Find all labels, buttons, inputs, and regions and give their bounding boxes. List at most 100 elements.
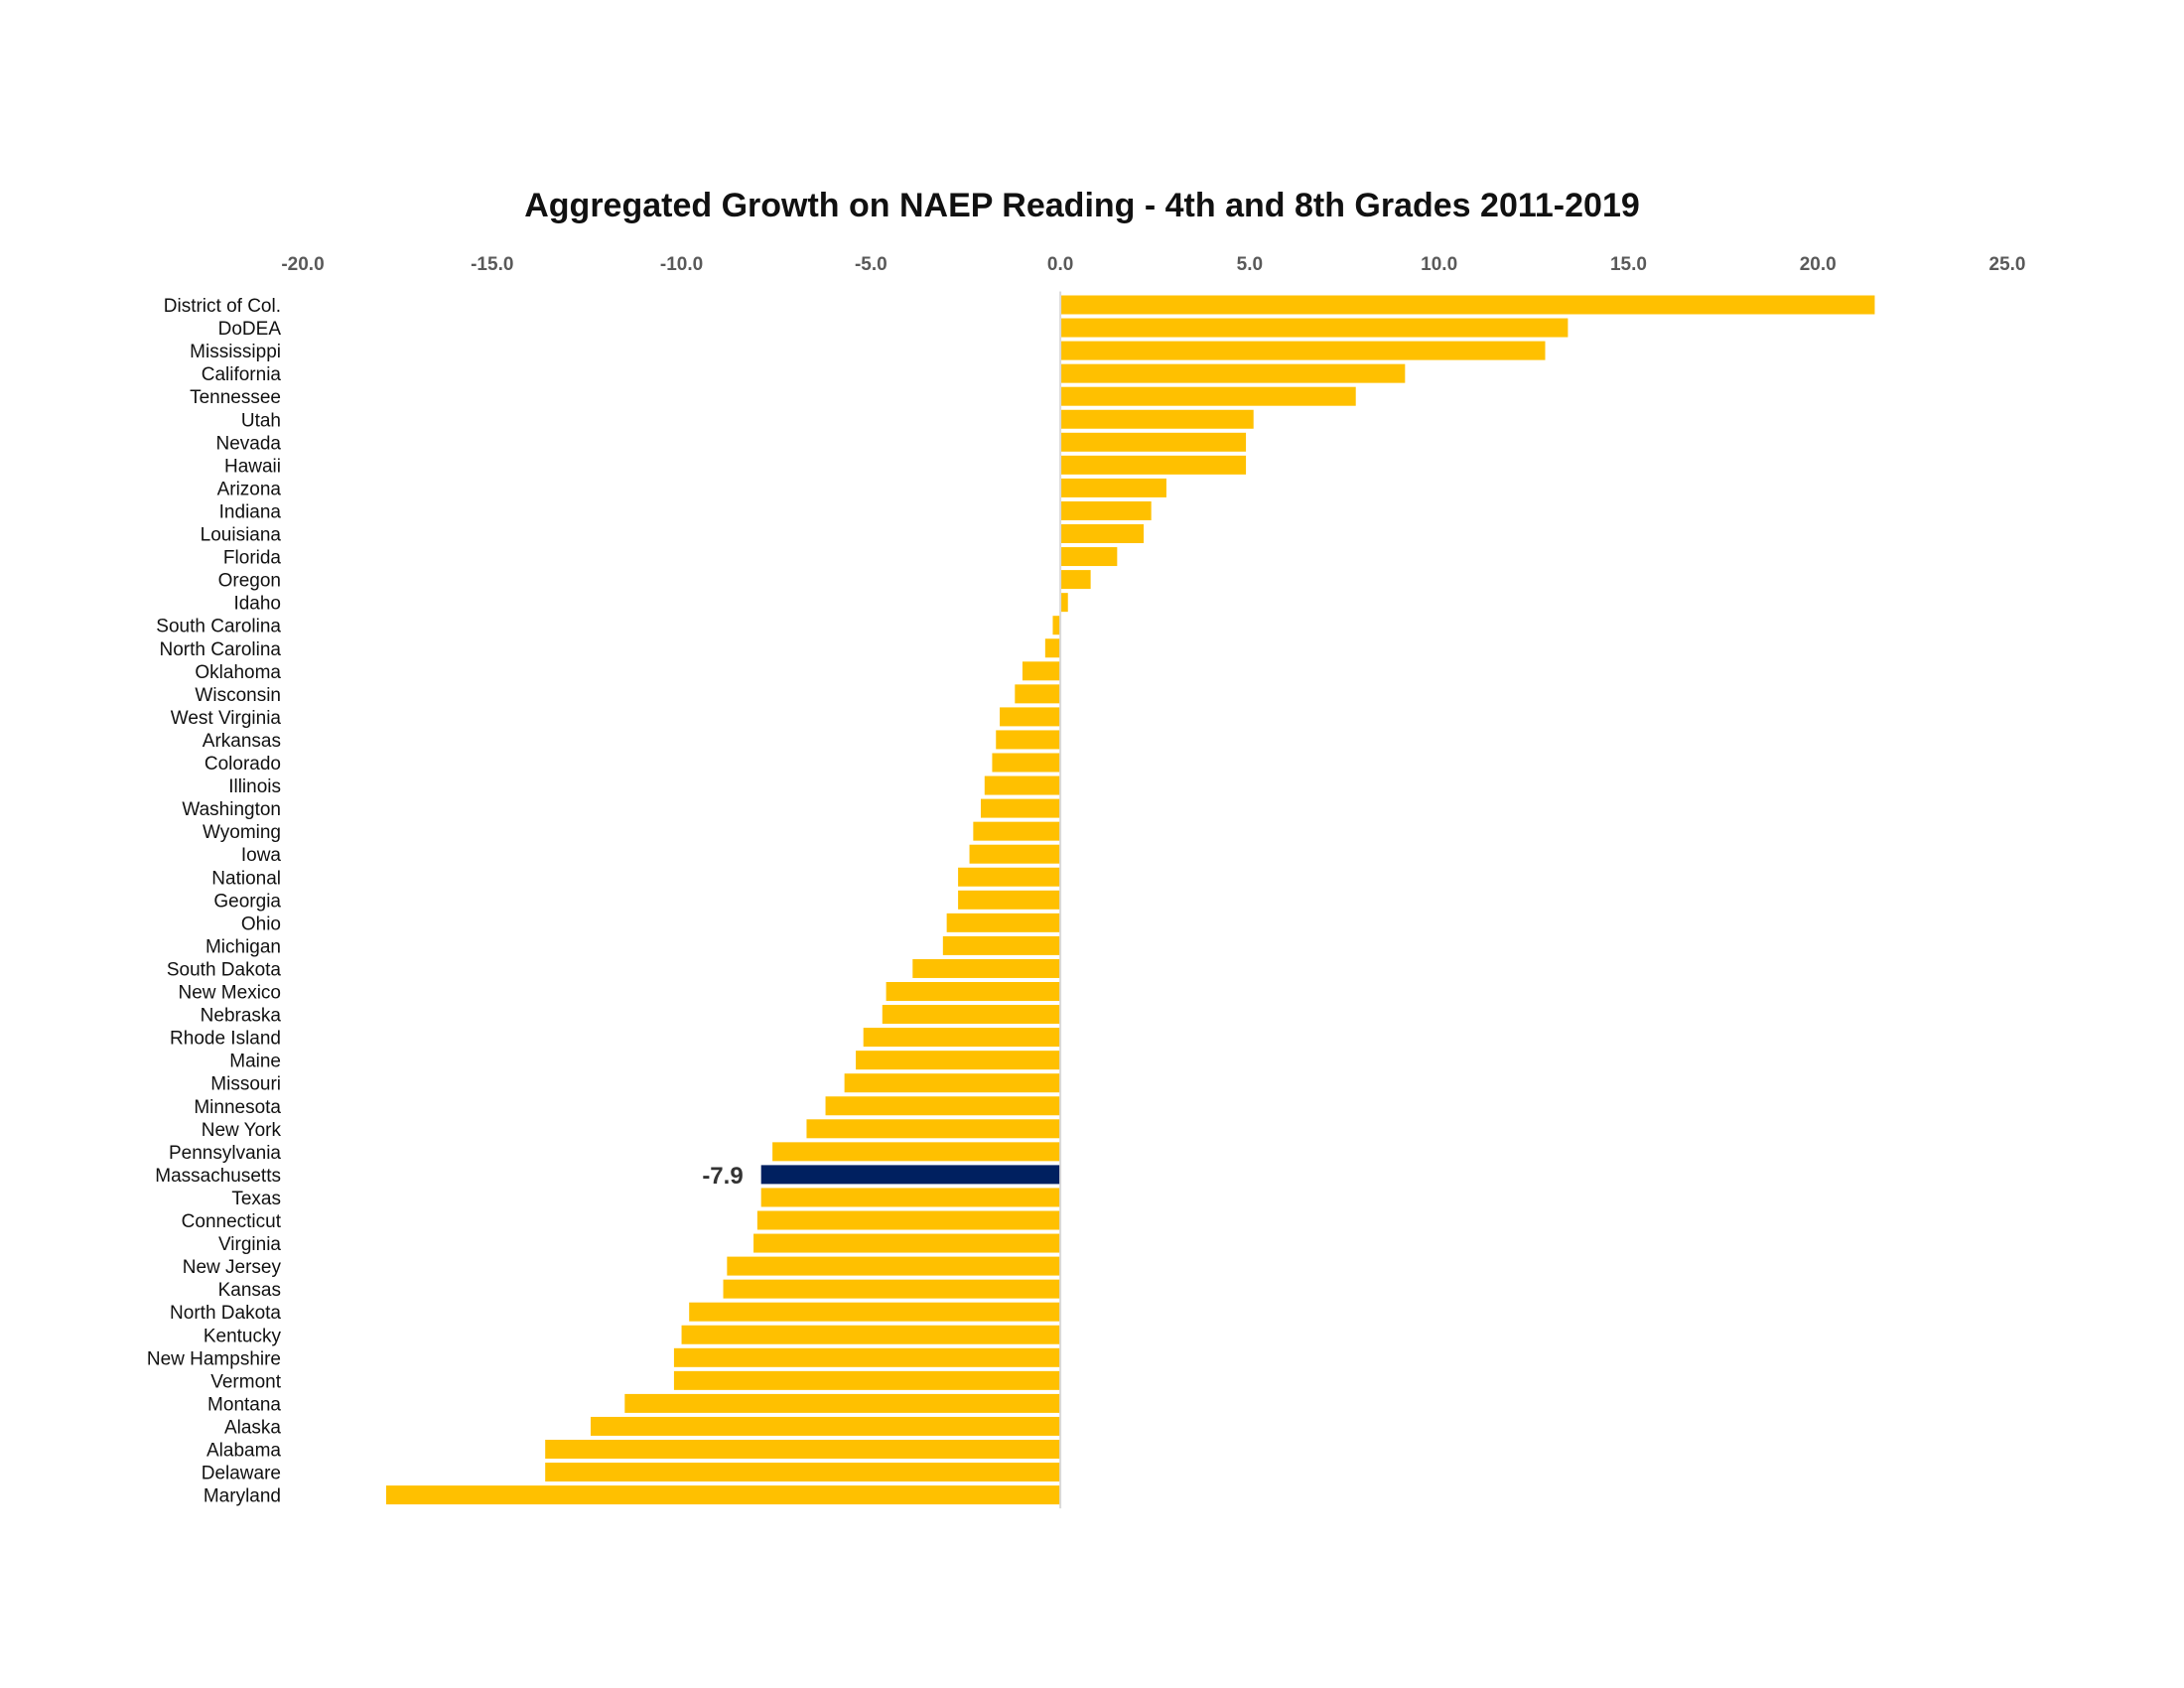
chart-title: Aggregated Growth on NAEP Reading - 4th … bbox=[524, 187, 1640, 224]
category-label: Massachusetts bbox=[155, 1166, 281, 1187]
category-label: Washington bbox=[182, 799, 281, 820]
category-label: Illinois bbox=[228, 776, 281, 797]
category-label: Mississippi bbox=[190, 342, 281, 362]
category-label: Alabama bbox=[206, 1441, 281, 1462]
category-label: Florida bbox=[223, 548, 282, 569]
category-label: Idaho bbox=[233, 594, 281, 615]
category-label: Alaska bbox=[224, 1417, 281, 1438]
category-label: Maryland bbox=[204, 1486, 281, 1507]
x-tick-label: -15.0 bbox=[471, 254, 513, 275]
bar bbox=[1060, 500, 1152, 520]
category-label: Kansas bbox=[218, 1280, 281, 1301]
category-label: District of Col. bbox=[164, 296, 281, 317]
bar bbox=[856, 1051, 1061, 1070]
bar bbox=[942, 935, 1061, 955]
bar bbox=[969, 844, 1061, 864]
bar bbox=[673, 1370, 1061, 1390]
bar bbox=[996, 730, 1061, 750]
bar bbox=[825, 1096, 1061, 1116]
bar bbox=[806, 1119, 1061, 1139]
bar bbox=[1060, 409, 1254, 429]
bar bbox=[1044, 638, 1061, 658]
bar bbox=[973, 821, 1061, 841]
category-label: National bbox=[211, 868, 281, 889]
category-label: Tennessee bbox=[190, 387, 281, 408]
category-label: North Carolina bbox=[160, 639, 282, 660]
category-label: South Dakota bbox=[167, 959, 282, 980]
category-label: Maine bbox=[229, 1052, 281, 1072]
category-label: Indiana bbox=[219, 501, 282, 522]
bar bbox=[772, 1142, 1061, 1162]
bar bbox=[1060, 318, 1569, 338]
bar bbox=[1060, 295, 1875, 315]
bar bbox=[590, 1416, 1061, 1436]
category-label: Oklahoma bbox=[195, 662, 281, 683]
bar bbox=[980, 798, 1061, 818]
category-label: Colorado bbox=[205, 754, 281, 774]
category-label: Montana bbox=[207, 1394, 281, 1415]
bar bbox=[756, 1210, 1061, 1230]
category-label: Vermont bbox=[210, 1371, 281, 1392]
category-label: Arkansas bbox=[203, 731, 281, 752]
category-label: Kentucky bbox=[204, 1326, 282, 1346]
bar bbox=[1060, 432, 1247, 452]
x-tick-label: 15.0 bbox=[1610, 254, 1647, 275]
category-label: New Hampshire bbox=[147, 1348, 281, 1369]
category-label: Missouri bbox=[210, 1074, 281, 1095]
bar bbox=[673, 1347, 1061, 1367]
category-label: Nebraska bbox=[201, 1006, 282, 1027]
bar bbox=[1022, 661, 1061, 681]
bar bbox=[984, 775, 1061, 795]
bar bbox=[958, 890, 1061, 910]
annotations: -7.9 bbox=[702, 1163, 743, 1190]
category-label: New Mexico bbox=[179, 983, 281, 1004]
bar bbox=[1060, 524, 1145, 543]
x-tick-label: -10.0 bbox=[660, 254, 703, 275]
category-label: Georgia bbox=[213, 891, 281, 912]
bar bbox=[689, 1302, 1061, 1322]
category-label: Arizona bbox=[217, 479, 282, 499]
bar bbox=[1015, 684, 1061, 704]
bars bbox=[385, 295, 1875, 1505]
category-label: North Dakota bbox=[170, 1303, 281, 1324]
bar bbox=[1052, 616, 1061, 635]
bar bbox=[545, 1440, 1061, 1459]
category-label: New Jersey bbox=[183, 1257, 282, 1278]
category-label: Pennsylvania bbox=[169, 1143, 281, 1164]
x-tick-label: 25.0 bbox=[1989, 254, 2026, 275]
x-tick-label: 20.0 bbox=[1800, 254, 1837, 275]
category-label: Wyoming bbox=[203, 822, 281, 843]
highlight-data-label: -7.9 bbox=[702, 1163, 743, 1190]
category-label: Rhode Island bbox=[170, 1029, 281, 1050]
bar bbox=[1000, 707, 1061, 727]
bar bbox=[760, 1165, 1061, 1185]
bar bbox=[1060, 455, 1247, 475]
x-tick-label: 10.0 bbox=[1421, 254, 1457, 275]
bar bbox=[1060, 386, 1356, 406]
category-label: South Carolina bbox=[156, 617, 281, 637]
bar bbox=[882, 1005, 1061, 1025]
bar bbox=[946, 913, 1061, 932]
category-label: Virginia bbox=[218, 1234, 281, 1255]
bar bbox=[545, 1463, 1061, 1482]
bar bbox=[1060, 363, 1406, 383]
bar bbox=[958, 867, 1061, 887]
category-label: Louisiana bbox=[201, 525, 282, 546]
x-tick-label: -5.0 bbox=[855, 254, 887, 275]
category-labels: District of Col.DoDEAMississippiCaliforn… bbox=[147, 296, 282, 1507]
category-label: Michigan bbox=[205, 936, 281, 957]
category-label: Hawaii bbox=[224, 456, 281, 477]
category-label: Ohio bbox=[241, 914, 281, 934]
x-tick-label: -20.0 bbox=[281, 254, 324, 275]
category-label: New York bbox=[202, 1120, 282, 1141]
bar bbox=[863, 1028, 1061, 1048]
category-label: DoDEA bbox=[218, 319, 282, 340]
bar bbox=[912, 958, 1061, 978]
bar bbox=[1060, 341, 1546, 360]
x-tick-label: 0.0 bbox=[1047, 254, 1073, 275]
category-label: Utah bbox=[241, 410, 281, 431]
category-label: Texas bbox=[231, 1189, 281, 1209]
category-label: Delaware bbox=[202, 1464, 281, 1484]
bar bbox=[992, 753, 1061, 773]
bar bbox=[1060, 547, 1118, 567]
